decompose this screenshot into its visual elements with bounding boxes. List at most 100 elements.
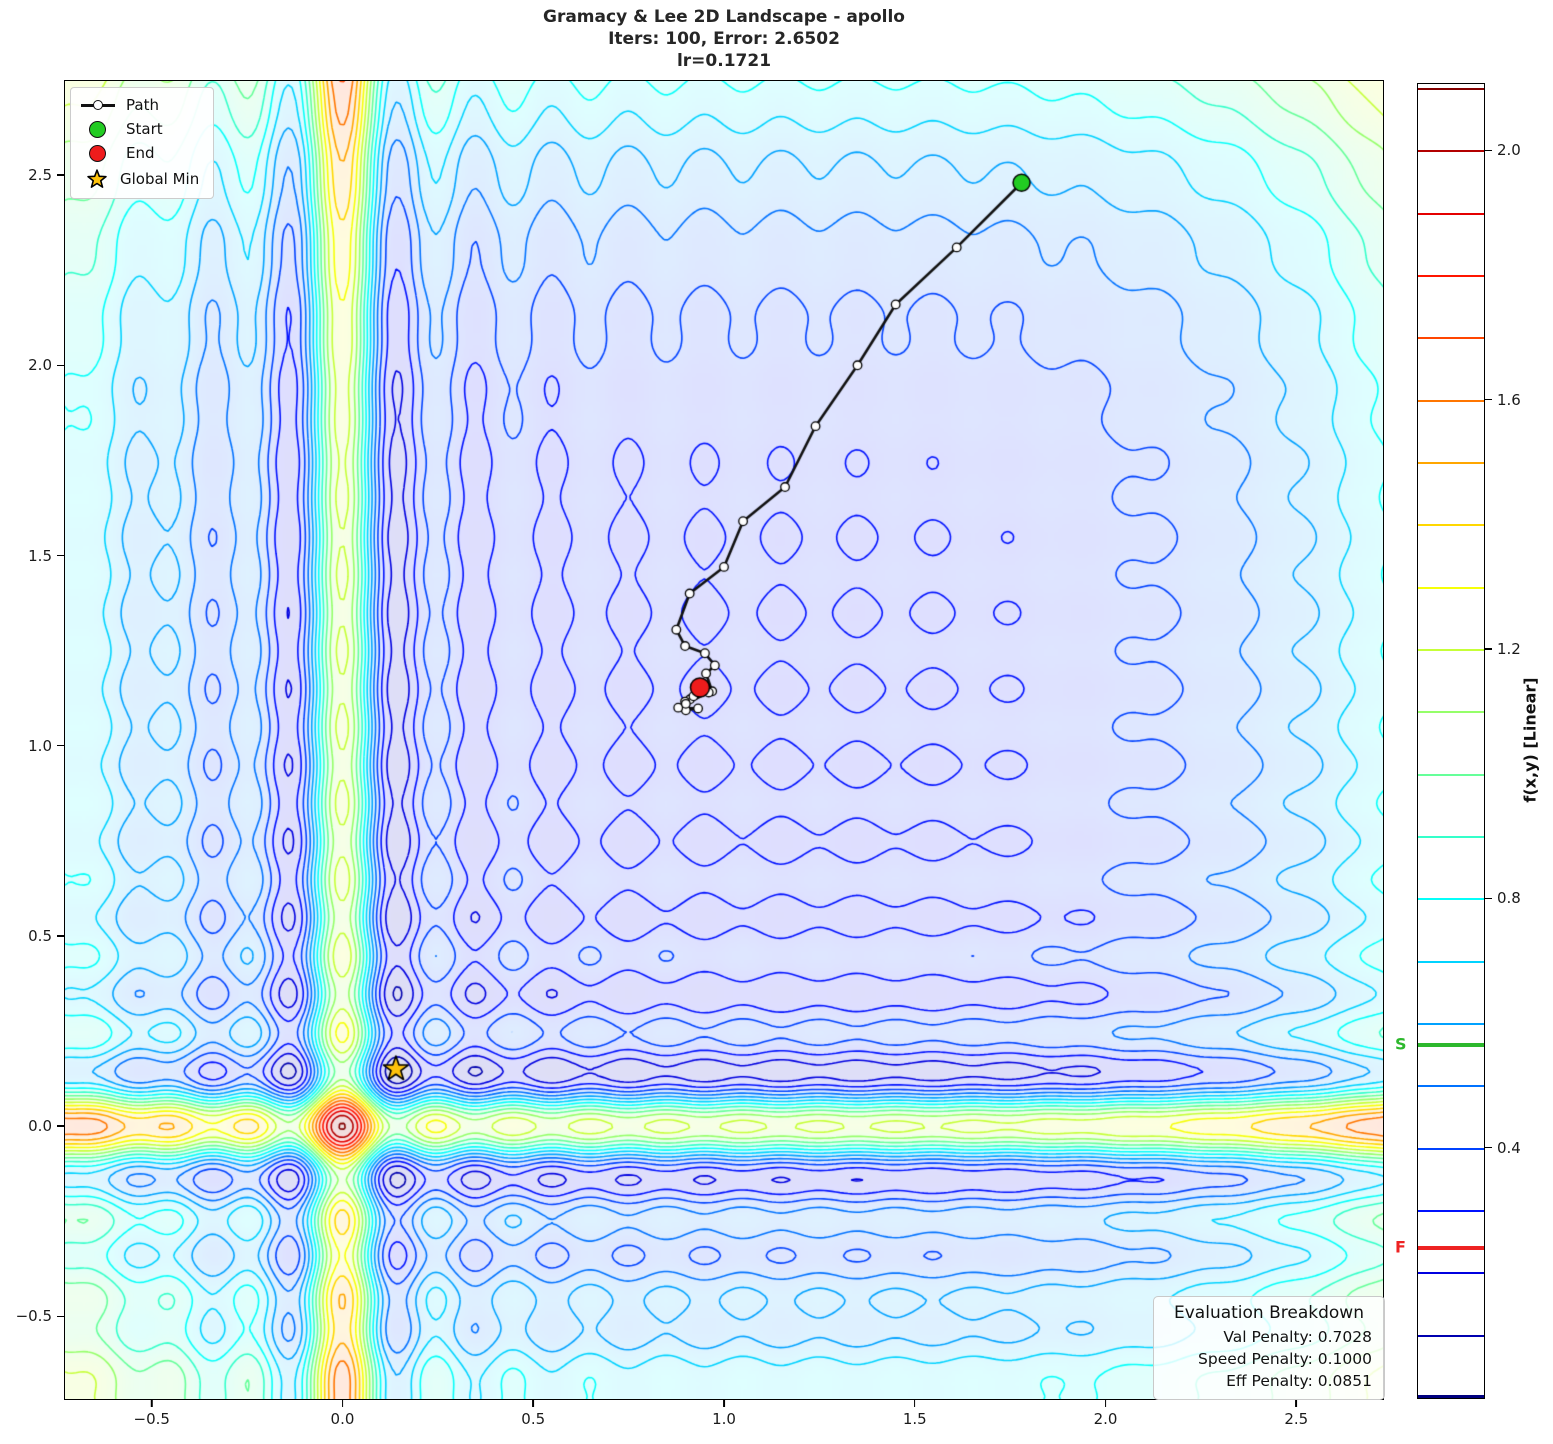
x-tick-label: 0.5 — [521, 1410, 546, 1428]
y-tick: 0.0 — [28, 1117, 64, 1135]
colorbar-level-line — [1418, 1085, 1484, 1088]
x-tick-mark — [150, 1400, 153, 1407]
y-tick: 1.0 — [28, 737, 64, 755]
colorbar-level-line — [1418, 87, 1484, 91]
colorbar-level-line — [1418, 524, 1484, 527]
colorbar-tick: 1.2 — [1484, 640, 1521, 658]
chart-title: Gramacy & Lee 2D Landscape - apollo Iter… — [64, 6, 1384, 72]
x-tick-mark — [913, 1400, 916, 1407]
legend-start-icon — [89, 120, 106, 138]
colorbar-level-line — [1418, 1022, 1484, 1026]
colorbar-level-line — [1418, 898, 1484, 901]
val-penalty: Val Penalty: 0.7028 — [1223, 1328, 1372, 1346]
colorbar-bar — [1417, 83, 1485, 1399]
y-tick-mark — [57, 1315, 64, 1318]
x-tick: 1.5 — [903, 1400, 927, 1428]
colorbar-tick-label: 0.4 — [1497, 1138, 1521, 1157]
colorbar-tick: 0.4 — [1484, 1139, 1521, 1157]
y-tick: 2.0 — [28, 356, 64, 374]
evaluation-breakdown-box: Evaluation Breakdown Val Penalty: 0.7028… — [1153, 1296, 1385, 1400]
legend: Path Start End Global Min — [70, 87, 215, 199]
x-tick-mark — [1104, 1400, 1107, 1407]
x-tick: 1.0 — [712, 1400, 736, 1428]
x-axis-ticks: −0.5 0.0 0.5 1.0 1.5 2.0 2.5 — [64, 1400, 1384, 1440]
eff-penalty: Eff Penalty: 0.0851 — [1226, 1372, 1372, 1390]
colorbar-tick: 1.6 — [1484, 391, 1521, 409]
colorbar-level-line — [1418, 1147, 1484, 1150]
colorbar-label: f(x,y) [Linear] — [1520, 677, 1540, 803]
y-tick-label: 2.5 — [28, 166, 52, 185]
legend-path-label: Path — [126, 96, 159, 114]
legend-item-end: End — [81, 144, 199, 162]
colorbar-level-line — [1418, 337, 1484, 340]
y-tick-mark — [57, 1125, 64, 1127]
plot-area: Path Start End Global Min Evaluation Bre… — [64, 80, 1385, 1400]
colorbar-level-line — [1418, 648, 1484, 652]
colorbar-level-line — [1418, 274, 1484, 278]
y-tick-mark — [57, 364, 64, 367]
colorbar-tick: 0.8 — [1484, 889, 1521, 907]
colorbar-level-line — [1418, 212, 1484, 215]
colorbar-level-line — [1418, 461, 1484, 465]
colorbar-tick: 2.0 — [1484, 141, 1521, 159]
legend-globalmin-star-icon — [87, 169, 107, 188]
y-tick-label: 1.5 — [28, 546, 52, 565]
colorbar-level-line — [1418, 399, 1484, 402]
y-tick-mark — [57, 174, 64, 176]
x-tick: −0.5 — [134, 1400, 170, 1428]
x-tick-mark — [723, 1400, 725, 1407]
x-tick-mark — [1295, 1400, 1297, 1407]
x-tick-label: 1.0 — [712, 1410, 736, 1428]
x-tick-mark — [341, 1400, 344, 1407]
y-tick: 2.5 — [28, 166, 64, 184]
y-tick-label: 0.5 — [28, 926, 52, 945]
y-tick: 1.5 — [28, 547, 64, 565]
x-tick-label: 2.0 — [1093, 1410, 1118, 1428]
title-line-2: Iters: 100, Error: 2.6502 — [608, 29, 840, 49]
colorbar-tick-label: 0.8 — [1497, 889, 1521, 908]
colorbar-tick-mark — [1484, 1146, 1492, 1149]
legend-globalmin-label: Global Min — [120, 170, 200, 188]
colorbar-tick-label: 1.6 — [1497, 390, 1521, 409]
colorbar-tick-mark — [1484, 897, 1492, 900]
legend-item-start: Start — [81, 120, 199, 138]
colorbar-level-line — [1418, 960, 1484, 963]
legend-item-path: Path — [81, 96, 199, 114]
colorbar-tick-mark — [1484, 398, 1492, 401]
colorbar-level-line — [1418, 1334, 1484, 1337]
legend-path-icon — [81, 97, 115, 113]
contour-canvas — [64, 80, 1384, 1400]
y-tick-label: 2.0 — [28, 356, 52, 375]
y-axis-ticks: −0.5 0.0 0.5 1.0 1.5 2.0 2.5 — [0, 80, 64, 1400]
colorbar-tick-mark — [1484, 149, 1492, 152]
colorbar-marker-label-S: S — [1395, 1034, 1407, 1054]
x-tick: 2.0 — [1093, 1400, 1118, 1428]
y-tick-label: 0.0 — [28, 1117, 52, 1136]
title-line-1: Gramacy & Lee 2D Landscape - apollo — [543, 7, 905, 27]
x-tick: 0.5 — [521, 1400, 545, 1428]
colorbar-level-line — [1418, 150, 1484, 153]
y-tick-mark — [57, 935, 64, 937]
x-tick: 0.0 — [330, 1400, 355, 1428]
colorbar-marker-label-F: F — [1395, 1237, 1406, 1257]
colorbar-level-line — [1418, 835, 1484, 839]
x-tick-label: 2.5 — [1284, 1410, 1309, 1428]
colorbar-level-line — [1418, 1209, 1484, 1213]
legend-item-globalmin: Global Min — [81, 168, 199, 190]
colorbar-level-line — [1418, 1395, 1484, 1398]
y-tick-mark — [57, 744, 64, 747]
y-tick: −0.5 — [16, 1307, 64, 1325]
colorbar-level-line — [1418, 1272, 1484, 1275]
x-tick-label: −0.5 — [133, 1410, 170, 1428]
legend-end-icon — [89, 144, 106, 162]
colorbar-level-line — [1418, 711, 1484, 714]
x-tick-label: 0.0 — [330, 1410, 355, 1428]
legend-start-label: Start — [126, 120, 163, 138]
colorbar-marker-line-S — [1418, 1043, 1484, 1048]
colorbar-tick-label: 1.2 — [1497, 639, 1521, 658]
y-tick-label: −0.5 — [15, 1307, 52, 1326]
y-tick-mark — [57, 554, 64, 557]
evaluation-breakdown-title: Evaluation Breakdown — [1174, 1303, 1364, 1323]
speed-penalty: Speed Penalty: 0.1000 — [1198, 1350, 1372, 1368]
